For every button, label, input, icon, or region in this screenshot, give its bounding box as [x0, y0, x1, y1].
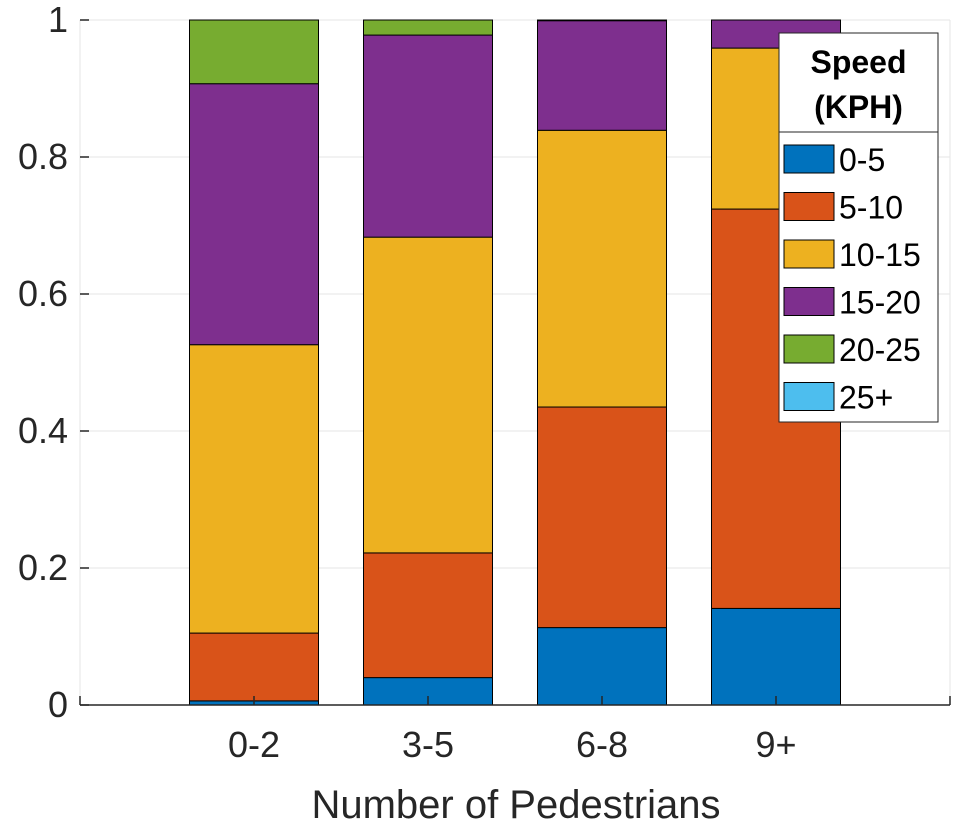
- legend-swatch: [783, 239, 835, 269]
- legend-label: 20-25: [839, 332, 921, 368]
- legend-title-line1: Speed: [810, 44, 906, 80]
- x-tick-label: 3-5: [402, 724, 454, 765]
- y-tick-labels: 0 0.2 0.4 0.6 0.8 1: [18, 0, 68, 725]
- legend-label: 15-20: [839, 285, 921, 321]
- legend-swatch: [783, 382, 835, 411]
- legend-swatch: [783, 287, 835, 316]
- legend-label: 25+: [839, 380, 893, 416]
- x-axis-title: Number of Pedestrians: [311, 783, 720, 827]
- bar-segment: [189, 632, 319, 702]
- legend-swatch: [783, 144, 835, 174]
- legend-swatch: [783, 192, 835, 221]
- y-tick-label: 0.8: [18, 136, 68, 177]
- bar-segment: [363, 236, 493, 554]
- axes: [79, 19, 951, 706]
- bar-segment: [363, 552, 493, 679]
- y-tick-label: 0.2: [18, 547, 68, 588]
- y-tick-label: 0: [48, 684, 68, 725]
- legend: Speed (KPH) 0-5 5-10 10-15 15-20 20-25 25+: [778, 32, 939, 423]
- bar-segment: [537, 19, 667, 22]
- legend-label: 5-10: [839, 190, 903, 226]
- y-tick-label: 0.4: [18, 410, 68, 451]
- y-tick-label: 1: [48, 0, 68, 40]
- bar-segment: [363, 34, 493, 238]
- legend-title-line2: (KPH): [814, 89, 903, 125]
- x-tick-labels: 0-2 3-5 6-8 9+: [228, 724, 797, 765]
- legend-label: 0-5: [839, 142, 885, 178]
- bar-segment: [537, 20, 667, 131]
- legend-label: 10-15: [839, 237, 921, 273]
- bar-segment: [363, 19, 493, 36]
- y-tick-label: 0.6: [18, 273, 68, 314]
- x-tick-label: 6-8: [576, 724, 628, 765]
- bar-segment: [189, 19, 319, 85]
- bar-segment: [189, 83, 319, 346]
- bar-segment: [711, 607, 841, 706]
- x-tick-label: 9+: [755, 724, 796, 765]
- bar-segment: [537, 129, 667, 408]
- legend-swatch: [783, 334, 835, 364]
- bar-segment: [537, 406, 667, 629]
- bar-segment: [189, 344, 319, 634]
- x-tick-label: 0-2: [228, 724, 280, 765]
- bar-segment: [537, 627, 667, 706]
